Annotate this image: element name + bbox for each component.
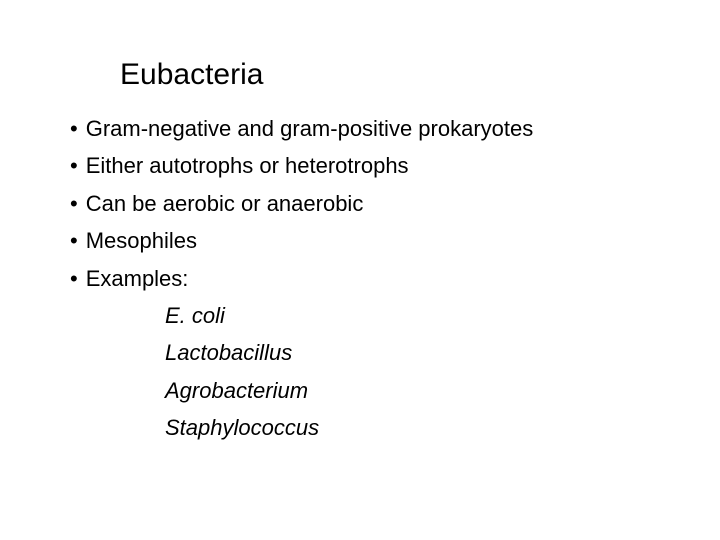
- bullet-item: • Can be aerobic or anaerobic: [70, 185, 650, 222]
- bullet-marker: •: [70, 222, 78, 259]
- bullet-text: Can be aerobic or anaerobic: [86, 185, 364, 222]
- bullet-marker: •: [70, 260, 78, 297]
- slide-title: Eubacteria: [120, 58, 650, 92]
- example-item: E. coli: [165, 297, 650, 334]
- bullet-text: Either autotrophs or heterotrophs: [86, 147, 409, 184]
- example-item: Agrobacterium: [165, 372, 650, 409]
- bullet-item: • Examples:: [70, 260, 650, 297]
- bullet-marker: •: [70, 147, 78, 184]
- bullet-marker: •: [70, 110, 78, 147]
- bullet-text: Gram-negative and gram-positive prokaryo…: [86, 110, 534, 147]
- bullet-item: • Gram-negative and gram-positive prokar…: [70, 110, 650, 147]
- bullet-item: • Either autotrophs or heterotrophs: [70, 147, 650, 184]
- bullet-marker: •: [70, 185, 78, 222]
- example-item: Lactobacillus: [165, 334, 650, 371]
- examples-list: E. coli Lactobacillus Agrobacterium Stap…: [165, 297, 650, 447]
- bullet-text: Mesophiles: [86, 222, 197, 259]
- bullet-item: • Mesophiles: [70, 222, 650, 259]
- example-item: Staphylococcus: [165, 409, 650, 446]
- bullet-text: Examples:: [86, 260, 189, 297]
- bullet-list: • Gram-negative and gram-positive prokar…: [70, 110, 650, 297]
